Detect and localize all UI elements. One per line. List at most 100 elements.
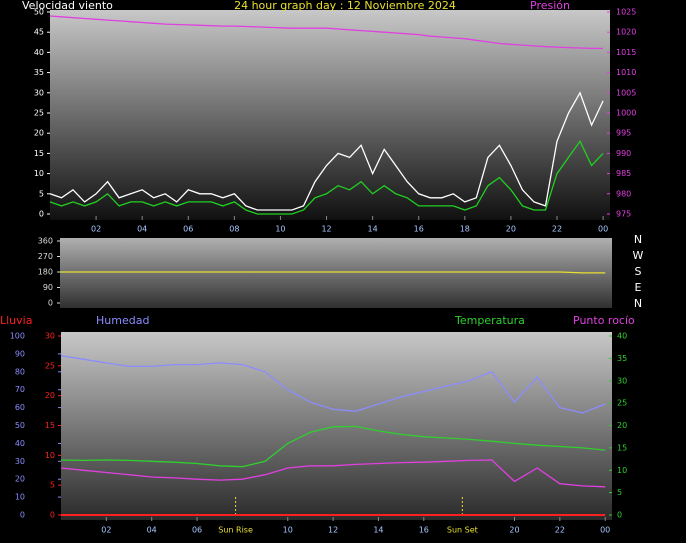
y3-tick-label: 25 <box>45 361 55 370</box>
compass-label: S <box>635 265 642 278</box>
y3-tick-label: 0 <box>50 511 55 520</box>
y-tick-label: 20 <box>34 129 44 138</box>
y2-tick-label: 995 <box>616 129 631 138</box>
y-tick-label: 90 <box>43 283 53 292</box>
y-tick-label: 20 <box>15 475 25 484</box>
y2-tick-label: 25 <box>617 399 627 408</box>
legend-label: Punto rocío <box>573 314 635 327</box>
y2-tick-label: 15 <box>617 443 627 452</box>
y3-tick-label: 5 <box>50 481 55 490</box>
y2-tick-label: 990 <box>616 149 631 158</box>
compass-label: N <box>634 297 642 310</box>
x-tick-label: 08 <box>229 225 239 234</box>
y2-tick-label: 35 <box>617 354 627 363</box>
x-tick-label: 06 <box>183 225 193 234</box>
legend-label: Humedad <box>96 314 149 327</box>
x-tick-label: 04 <box>137 225 147 234</box>
x-tick-label: 16 <box>419 526 429 535</box>
y-tick-label: 180 <box>38 268 53 277</box>
y3-tick-label: 15 <box>45 421 55 430</box>
legend-label: Lluvia <box>0 314 32 327</box>
y2-tick-label: 975 <box>616 210 631 219</box>
y-tick-label: 50 <box>34 8 44 17</box>
y-tick-label: 60 <box>15 403 25 412</box>
series-line <box>49 15 604 50</box>
series-line <box>49 140 604 215</box>
x-tick-label: 18 <box>460 225 470 234</box>
series-line <box>49 91 604 211</box>
x-tick-label: 04 <box>147 526 157 535</box>
x-tick-label: 12 <box>321 225 331 234</box>
y-tick-label: 0 <box>39 210 44 219</box>
legend-label: Temperatura <box>454 314 525 327</box>
y-tick-label: 0 <box>20 511 25 520</box>
sun-label: Sun Set <box>447 526 478 535</box>
x-tick-label: 12 <box>328 526 338 535</box>
y-tick-label: 0 <box>48 299 53 308</box>
y2-tick-label: 30 <box>617 376 627 385</box>
y-tick-label: 15 <box>34 149 44 158</box>
y2-tick-label: 1025 <box>616 8 636 17</box>
x-tick-label: 00 <box>600 526 610 535</box>
y2-tick-label: 1005 <box>616 88 636 97</box>
y-tick-label: 30 <box>34 88 44 97</box>
y-tick-label: 360 <box>38 237 53 246</box>
series-line <box>60 355 606 414</box>
y2-tick-label: 40 <box>617 332 627 341</box>
y3-tick-label: 20 <box>45 391 55 400</box>
y-tick-label: 30 <box>15 457 25 466</box>
compass-label: E <box>635 281 642 294</box>
y-tick-label: 45 <box>34 28 44 37</box>
y-tick-label: 10 <box>34 169 44 178</box>
compass-label: N <box>634 233 642 246</box>
chart-title: 24 hour graph day : 12 Noviembre 2024 <box>234 0 456 12</box>
y-tick-label: 35 <box>34 68 44 77</box>
x-tick-label: 22 <box>552 225 562 234</box>
plot-area <box>60 238 612 308</box>
x-tick-label: 20 <box>509 526 519 535</box>
y-tick-label: 5 <box>39 189 44 198</box>
y-tick-label: 40 <box>34 48 44 57</box>
y-tick-label: 270 <box>38 252 53 261</box>
y-label: Velocidad viento <box>22 0 113 12</box>
x-tick-label: 20 <box>506 225 516 234</box>
plot-area <box>50 10 610 220</box>
series-line <box>60 459 606 488</box>
y-tick-label: 100 <box>10 332 25 341</box>
sun-label: Sun Rise <box>218 526 253 535</box>
y2-tick-label: 1015 <box>616 48 636 57</box>
y2-tick-label: 5 <box>617 488 622 497</box>
y2-label: Presión <box>530 0 570 12</box>
y2-tick-label: 0 <box>617 511 622 520</box>
x-tick-label: 22 <box>555 526 565 535</box>
x-tick-label: 02 <box>91 225 101 234</box>
y2-tick-label: 10 <box>617 466 627 475</box>
x-tick-label: 16 <box>414 225 424 234</box>
y-tick-label: 80 <box>15 367 25 376</box>
y3-tick-label: 30 <box>45 332 55 341</box>
plot-area <box>61 332 612 520</box>
y-tick-label: 25 <box>34 109 44 118</box>
y2-tick-label: 980 <box>616 189 631 198</box>
x-tick-label: 06 <box>192 526 202 535</box>
x-tick-label: 14 <box>368 225 378 234</box>
x-tick-label: 14 <box>373 526 383 535</box>
y-tick-label: 40 <box>15 439 25 448</box>
series-line <box>60 271 606 274</box>
x-tick-label: 10 <box>283 526 293 535</box>
y-tick-label: 90 <box>15 349 25 358</box>
y-tick-label: 50 <box>15 421 25 430</box>
y2-tick-label: 20 <box>617 421 627 430</box>
y2-tick-label: 1020 <box>616 28 636 37</box>
y-tick-label: 10 <box>15 493 25 502</box>
y2-tick-label: 1010 <box>616 68 636 77</box>
y3-tick-label: 10 <box>45 451 55 460</box>
x-tick-label: 10 <box>275 225 285 234</box>
y2-tick-label: 1000 <box>616 109 636 118</box>
y2-tick-label: 985 <box>616 169 631 178</box>
x-tick-label: 00 <box>598 225 608 234</box>
y-tick-label: 70 <box>15 385 25 394</box>
series-line <box>60 425 606 468</box>
compass-label: W <box>633 249 644 262</box>
